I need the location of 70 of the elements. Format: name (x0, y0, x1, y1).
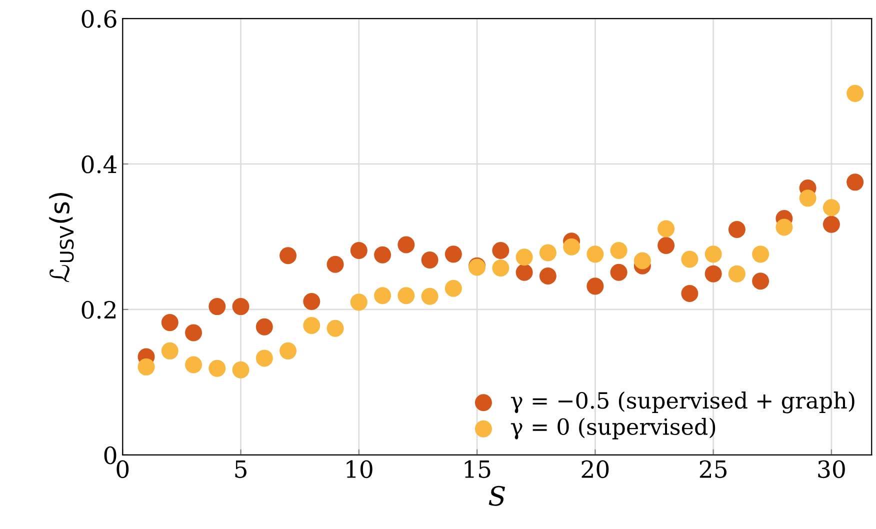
y-tick-label: 0.6 (82, 10, 116, 28)
point (516, 248, 533, 266)
point (161, 314, 178, 332)
point (681, 250, 698, 268)
point (208, 298, 226, 316)
point (846, 84, 864, 102)
point (681, 284, 698, 302)
point (492, 242, 510, 260)
point (752, 272, 770, 290)
point (374, 287, 392, 304)
point (256, 350, 273, 367)
point (185, 324, 202, 342)
x-tick-label: 30 (818, 460, 845, 478)
point (704, 246, 722, 263)
point (563, 238, 580, 256)
point (610, 242, 628, 260)
x-tick-label: 0 (116, 460, 129, 478)
point (822, 216, 840, 233)
point (846, 174, 864, 191)
point (421, 288, 438, 305)
legend-label: γ = −0.5 (supervised + graph) (510, 392, 854, 414)
point (161, 342, 178, 360)
point (280, 247, 297, 264)
point (822, 199, 840, 216)
point (539, 268, 556, 285)
point (492, 260, 510, 277)
point (208, 360, 226, 377)
point (398, 236, 415, 254)
point (704, 265, 722, 282)
legend-label: γ = 0 (supervised) (510, 418, 716, 440)
point (421, 252, 438, 269)
point (326, 320, 344, 337)
point (776, 218, 793, 236)
point (610, 264, 628, 281)
point (634, 252, 651, 270)
y-tick-label: 0.2 (82, 300, 116, 319)
point (350, 242, 368, 260)
point (586, 278, 604, 295)
point (728, 220, 746, 238)
point (752, 246, 770, 263)
point (280, 342, 297, 360)
point (539, 244, 556, 262)
x-axis-title: S (488, 486, 505, 506)
x-tick-label: 5 (235, 460, 246, 478)
point (728, 265, 746, 282)
point (232, 298, 250, 316)
x-tick-label: 20 (582, 460, 609, 478)
point (516, 264, 533, 281)
y-axis-title: ℒ$_{USV}$(s) (49, 192, 74, 282)
point (350, 294, 368, 311)
point (444, 246, 462, 263)
point (658, 236, 675, 254)
point (799, 190, 816, 207)
point (256, 318, 273, 336)
point (185, 356, 202, 374)
point (586, 246, 604, 263)
point (444, 280, 462, 297)
x-tick-label: 25 (700, 460, 727, 478)
point (326, 256, 344, 273)
y-tick-label: 0 (104, 446, 116, 464)
point (138, 358, 155, 376)
x-tick-label: 10 (346, 460, 372, 478)
x-tick-label: 15 (464, 460, 490, 478)
point (658, 220, 675, 238)
point (303, 316, 320, 334)
point (398, 287, 415, 304)
point (374, 246, 392, 264)
point (303, 292, 320, 310)
y-tick-label: 0.4 (82, 155, 117, 174)
point (232, 361, 250, 378)
